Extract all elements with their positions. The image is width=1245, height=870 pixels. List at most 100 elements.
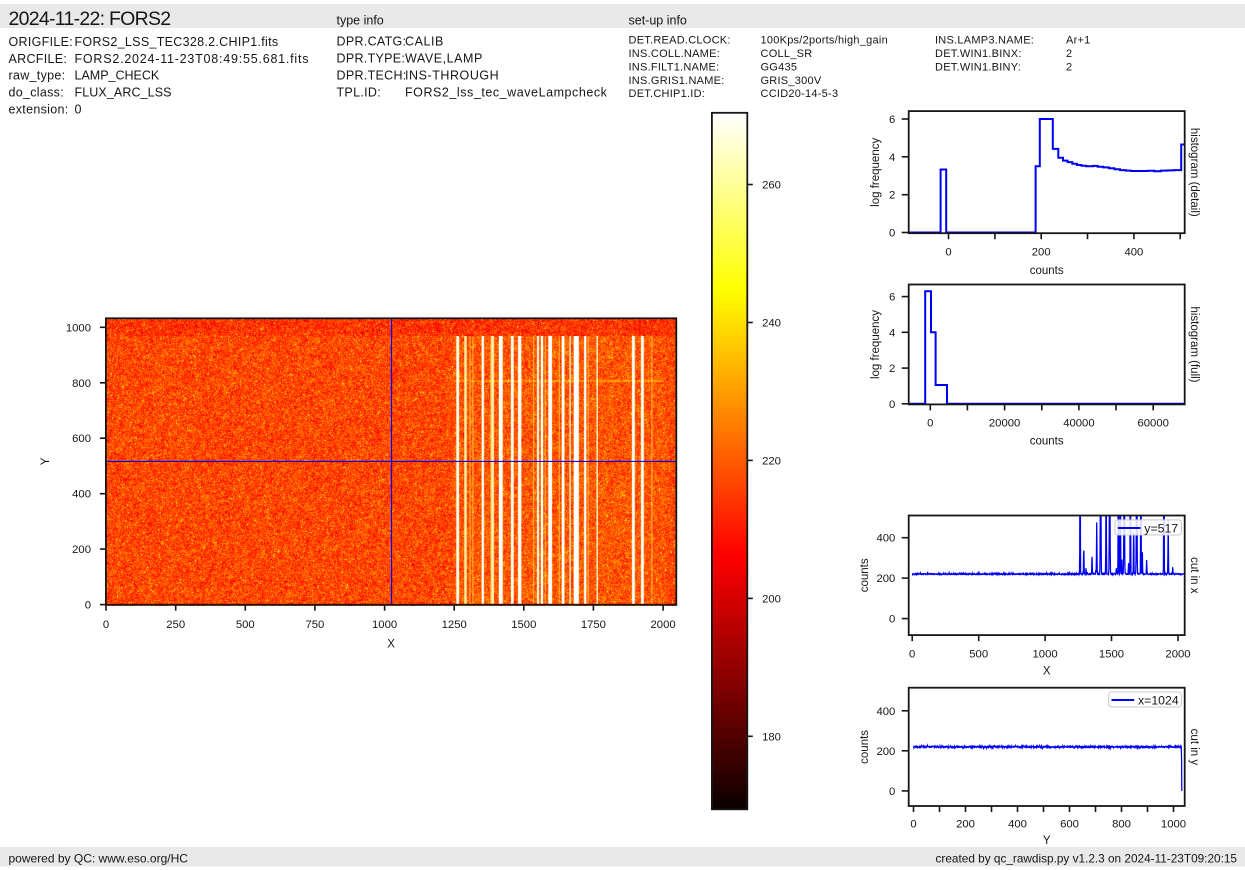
svg-text:DET.CHIP1.ID:: DET.CHIP1.ID:: [629, 88, 706, 100]
svg-text:220: 220: [762, 455, 781, 467]
svg-text:Y: Y: [1043, 835, 1051, 847]
svg-text:0: 0: [910, 818, 916, 830]
svg-text:60000: 60000: [1137, 418, 1168, 430]
svg-text:0: 0: [85, 600, 91, 612]
svg-text:log frequency: log frequency: [870, 138, 882, 207]
svg-text:1000: 1000: [1161, 818, 1186, 830]
svg-text:extension:: extension:: [9, 103, 69, 117]
svg-text:counts: counts: [1030, 265, 1064, 277]
svg-text:180: 180: [762, 731, 781, 743]
svg-text:1000: 1000: [1033, 648, 1058, 660]
svg-text:260: 260: [762, 180, 781, 192]
svg-text:INS-THROUGH: INS-THROUGH: [405, 68, 499, 82]
svg-text:1000: 1000: [66, 322, 91, 334]
svg-text:2024-11-22: FORS2: 2024-11-22: FORS2: [9, 8, 171, 30]
svg-text:800: 800: [1112, 818, 1131, 830]
svg-text:INS.FILT1.NAME:: INS.FILT1.NAME:: [629, 61, 720, 73]
svg-text:800: 800: [72, 378, 91, 390]
svg-text:600: 600: [1060, 818, 1079, 830]
svg-text:set-up info: set-up info: [629, 14, 687, 28]
svg-text:INS.COLL.NAME:: INS.COLL.NAME:: [629, 48, 721, 60]
svg-text:DET.READ.CLOCK:: DET.READ.CLOCK:: [629, 35, 731, 47]
svg-text:DPR.CATG:: DPR.CATG:: [337, 34, 407, 48]
svg-text:X: X: [1043, 666, 1051, 678]
svg-text:200: 200: [876, 573, 895, 585]
svg-text:2: 2: [1066, 61, 1072, 73]
svg-text:4: 4: [889, 327, 895, 339]
svg-text:counts: counts: [1030, 436, 1064, 448]
svg-text:100Kps/2ports/high_gain: 100Kps/2ports/high_gain: [761, 35, 888, 47]
svg-text:Y: Y: [40, 457, 52, 465]
svg-text:CCID20-14-5-3: CCID20-14-5-3: [761, 88, 839, 100]
svg-text:DET.WIN1.BINX:: DET.WIN1.BINX:: [935, 48, 1022, 60]
svg-text:type info: type info: [337, 14, 384, 28]
svg-text:500: 500: [236, 619, 255, 631]
svg-text:FORS2_LSS_TEC328.2.CHIP1.fits: FORS2_LSS_TEC328.2.CHIP1.fits: [75, 35, 279, 49]
svg-text:1000: 1000: [372, 619, 397, 631]
svg-text:INS.GRIS1.NAME:: INS.GRIS1.NAME:: [629, 75, 725, 87]
svg-text:1500: 1500: [1099, 648, 1124, 660]
svg-text:y=517: y=517: [1144, 521, 1178, 535]
svg-text:log frequency: log frequency: [870, 310, 882, 379]
svg-text:Ar+1: Ar+1: [1066, 35, 1091, 47]
svg-text:x=1024: x=1024: [1138, 693, 1179, 707]
svg-text:0: 0: [945, 247, 951, 259]
svg-text:20000: 20000: [989, 418, 1020, 430]
svg-text:250: 250: [166, 619, 185, 631]
svg-text:0: 0: [927, 418, 933, 430]
svg-text:0: 0: [889, 786, 895, 798]
svg-text:6: 6: [889, 114, 895, 126]
svg-text:750: 750: [305, 619, 324, 631]
svg-text:LAMP_CHECK: LAMP_CHECK: [75, 69, 160, 83]
svg-text:FLUX_ARC_LSS: FLUX_ARC_LSS: [75, 86, 172, 100]
svg-text:TPL.ID:: TPL.ID:: [337, 85, 381, 99]
svg-text:6: 6: [889, 292, 895, 304]
svg-text:0: 0: [103, 619, 109, 631]
svg-text:do_class:: do_class:: [9, 86, 65, 100]
svg-text:240: 240: [762, 318, 781, 330]
svg-text:ARCFILE:: ARCFILE:: [9, 52, 68, 66]
svg-text:FORS2_lss_tec_waveLampcheck: FORS2_lss_tec_waveLampcheck: [405, 85, 608, 99]
svg-text:0: 0: [909, 648, 915, 660]
svg-text:0: 0: [889, 399, 895, 411]
svg-text:cut in y: cut in y: [1188, 729, 1200, 766]
svg-text:2: 2: [1066, 48, 1072, 60]
svg-text:GG435: GG435: [761, 61, 798, 73]
svg-text:400: 400: [876, 533, 895, 545]
svg-text:WAVE,LAMP: WAVE,LAMP: [405, 51, 483, 65]
svg-text:counts: counts: [859, 730, 871, 764]
svg-text:40000: 40000: [1063, 418, 1094, 430]
svg-text:0: 0: [75, 103, 82, 117]
svg-text:DPR.TYPE:: DPR.TYPE:: [337, 51, 406, 65]
svg-text:1250: 1250: [442, 619, 467, 631]
svg-text:200: 200: [1032, 247, 1051, 259]
svg-text:200: 200: [956, 818, 975, 830]
svg-text:FORS2.2024-11-23T08:49:55.681.: FORS2.2024-11-23T08:49:55.681.fits: [75, 52, 310, 66]
svg-text:ORIGFILE:: ORIGFILE:: [9, 35, 74, 49]
svg-text:X: X: [387, 639, 395, 651]
svg-text:2: 2: [889, 363, 895, 375]
svg-text:600: 600: [72, 433, 91, 445]
svg-text:INS.LAMP3.NAME:: INS.LAMP3.NAME:: [935, 35, 1034, 47]
svg-text:powered by QC: www.eso.org/HC: powered by QC: www.eso.org/HC: [9, 852, 189, 866]
svg-text:created by qc_rawdisp.py v1.2.: created by qc_rawdisp.py v1.2.3 on 2024-…: [936, 852, 1238, 866]
svg-text:0: 0: [889, 228, 895, 240]
svg-text:DET.WIN1.BINY:: DET.WIN1.BINY:: [935, 61, 1021, 73]
svg-text:400: 400: [876, 706, 895, 718]
svg-text:GRIS_300V: GRIS_300V: [761, 75, 822, 87]
svg-text:2: 2: [889, 190, 895, 202]
svg-text:500: 500: [969, 648, 988, 660]
svg-text:4: 4: [889, 152, 895, 164]
svg-text:0: 0: [889, 614, 895, 626]
svg-text:DPR.TECH:: DPR.TECH:: [337, 68, 407, 82]
svg-text:200: 200: [876, 746, 895, 758]
svg-text:1500: 1500: [511, 619, 536, 631]
svg-text:2000: 2000: [1165, 648, 1190, 660]
svg-text:2000: 2000: [651, 619, 676, 631]
svg-text:histogram (full): histogram (full): [1188, 306, 1200, 382]
svg-text:CALIB: CALIB: [405, 34, 444, 48]
svg-text:200: 200: [762, 593, 781, 605]
svg-text:histogram (detail): histogram (detail): [1188, 128, 1200, 217]
svg-text:200: 200: [72, 544, 91, 556]
svg-text:cut in x: cut in x: [1188, 557, 1200, 594]
